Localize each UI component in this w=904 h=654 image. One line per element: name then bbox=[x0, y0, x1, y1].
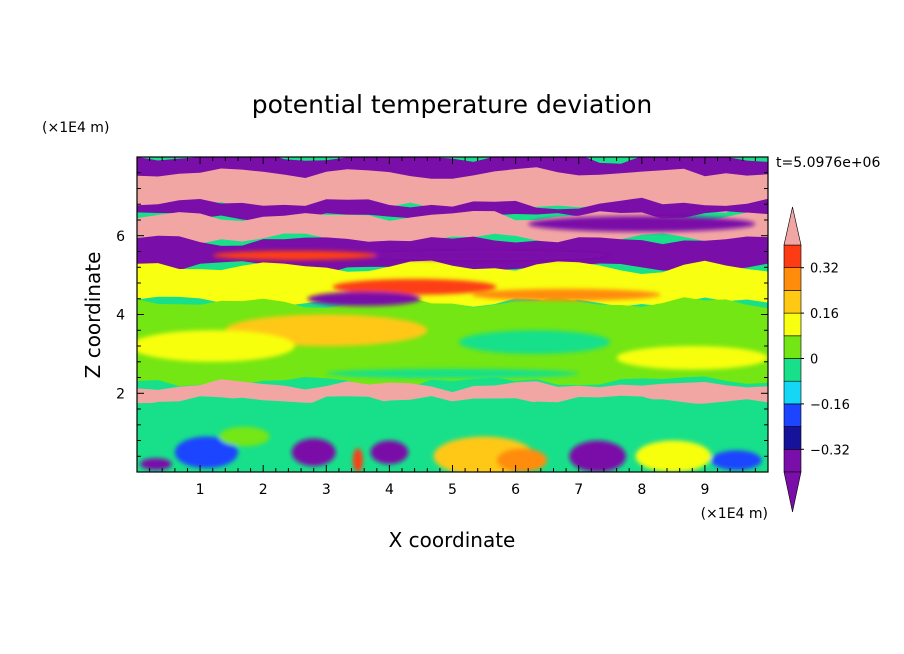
x-tick-label: 4 bbox=[385, 482, 394, 498]
colorbar-tick-label: 0 bbox=[810, 353, 818, 368]
colorbar-box bbox=[783, 426, 802, 450]
x-tick-label: 2 bbox=[259, 482, 268, 498]
contour-band bbox=[137, 379, 768, 406]
x-tick-label: 1 bbox=[196, 482, 205, 498]
colorbar-box bbox=[783, 244, 802, 269]
contour-cell bbox=[528, 216, 756, 232]
contour-cell bbox=[458, 330, 611, 354]
contour-cell bbox=[291, 438, 336, 467]
x-axis-label: X coordinate bbox=[389, 528, 516, 552]
contour-cell bbox=[352, 448, 363, 472]
contour-cell bbox=[332, 279, 497, 295]
y-axis-label: Z coordinate bbox=[81, 252, 105, 379]
colorbar: 0.32 0.16 0 −0.16 −0.32 bbox=[783, 206, 850, 513]
y-tick-label: 2 bbox=[116, 386, 125, 402]
contour-cell bbox=[635, 440, 712, 472]
contour-cell bbox=[616, 346, 768, 370]
contour-cell bbox=[711, 450, 762, 471]
colorbar-box bbox=[783, 358, 802, 382]
contour-cell bbox=[212, 250, 377, 261]
contour-cell bbox=[370, 440, 409, 465]
contour-cell bbox=[569, 440, 626, 472]
x-tick-label: 7 bbox=[574, 482, 583, 498]
colorbar-box bbox=[783, 448, 802, 473]
contour-field bbox=[137, 157, 768, 472]
colorbar-tick-label: −0.16 bbox=[810, 398, 850, 413]
colorbar-box bbox=[783, 267, 802, 291]
colorbar-box bbox=[783, 290, 802, 314]
colorbar-extend-max bbox=[783, 206, 802, 246]
colorbar-extend-min bbox=[783, 471, 802, 513]
y-tick-label: 6 bbox=[116, 229, 125, 245]
colorbar-tick-label: −0.32 bbox=[810, 443, 850, 458]
contour-cell bbox=[357, 250, 611, 261]
x-tick-label: 6 bbox=[511, 482, 520, 498]
x-tick-label: 8 bbox=[637, 482, 646, 498]
colorbar-tick-label: 0.16 bbox=[810, 307, 839, 322]
colorbar-box bbox=[783, 335, 802, 359]
y-unit-label: (×1E4 m) bbox=[42, 120, 109, 136]
x-tick-label: 9 bbox=[700, 482, 709, 498]
contour-cell bbox=[140, 458, 172, 470]
colorbar-box bbox=[783, 312, 802, 337]
contour-cell bbox=[174, 436, 238, 469]
chart-title: potential temperature deviation bbox=[252, 90, 652, 119]
contour-cell bbox=[326, 368, 579, 379]
x-unit-label: (×1E4 m) bbox=[701, 506, 768, 522]
axis-ticks: 1 2 3 4 5 6 7 8 9 2 4 6 bbox=[116, 157, 769, 498]
y-tick-label: 4 bbox=[116, 308, 125, 324]
contour-cell bbox=[137, 330, 295, 362]
contour-cell bbox=[471, 288, 661, 301]
time-label: t=5.0976e+06 bbox=[776, 155, 880, 171]
contour-cell bbox=[307, 291, 422, 306]
colorbar-tick-label: 0.32 bbox=[810, 262, 839, 277]
colorbar-box bbox=[783, 380, 802, 405]
colorbar-box bbox=[783, 403, 802, 427]
x-tick-label: 3 bbox=[322, 482, 331, 498]
x-tick-label: 5 bbox=[448, 482, 457, 498]
contour-cell bbox=[219, 426, 270, 447]
contour-cell bbox=[496, 448, 548, 472]
